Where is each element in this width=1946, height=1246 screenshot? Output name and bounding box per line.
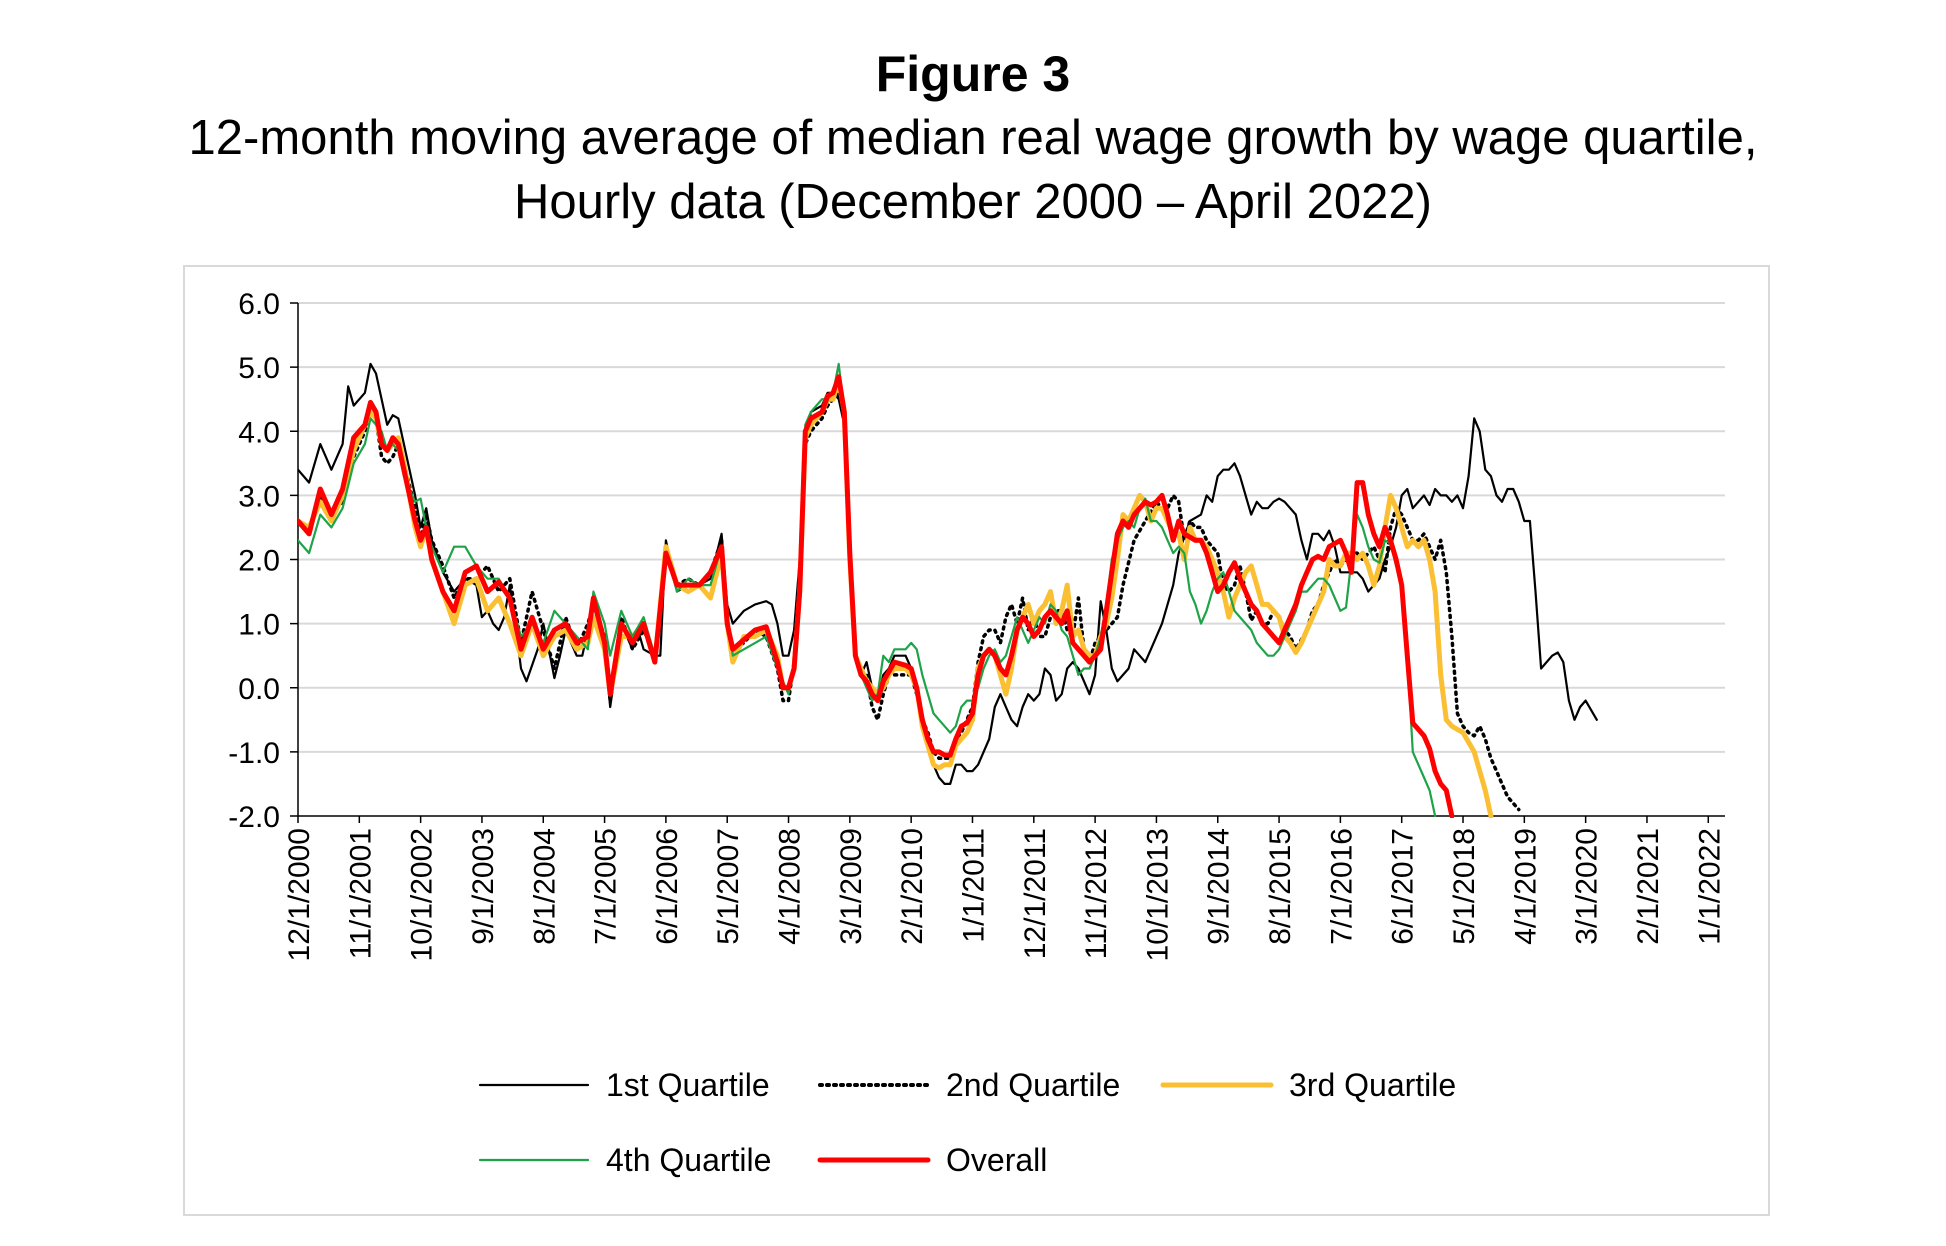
figure-title: Figure 3 xyxy=(875,46,1071,102)
y-tick-label: 3.0 xyxy=(238,480,280,513)
y-tick-label: 6.0 xyxy=(238,288,280,321)
x-tick-label: 6/1/2017 xyxy=(1387,828,1420,945)
gridlines xyxy=(298,302,1725,753)
series-lines xyxy=(298,362,1598,818)
x-tick-label: 9/1/2014 xyxy=(1203,828,1236,945)
chart-area-frame xyxy=(183,265,1770,1216)
y-tick-label: 0.0 xyxy=(238,673,280,706)
series-line-3rd-quartile xyxy=(298,377,1494,818)
y-tick-label: -2.0 xyxy=(228,801,280,834)
legend-label: 4th Quartile xyxy=(606,1142,771,1178)
legend: 1st Quartile 2nd Quartile 3rd Quartile 4th … xyxy=(478,1067,1456,1178)
x-tick-label: 3/1/2020 xyxy=(1571,828,1604,945)
axes: 6.0 5.0 4.0 3.0 2.0 1.0 0.0 -1.0 -2.012/1/2000 11… xyxy=(228,288,1726,961)
series-line-overall xyxy=(298,374,1455,818)
x-tick-label: 11/1/2001 xyxy=(344,828,377,959)
x-tick-label: 7/1/2005 xyxy=(590,828,623,945)
legend-label: 1st Quartile xyxy=(606,1067,770,1103)
x-tick-label: 4/1/2008 xyxy=(774,828,807,945)
x-tick-label: 5/1/2018 xyxy=(1448,828,1481,945)
x-tick-label: 10/1/2013 xyxy=(1141,828,1174,961)
legend-label: 3rd Quartile xyxy=(1289,1067,1456,1103)
x-tick-label: 1/1/2011 xyxy=(957,828,990,943)
y-tick-label: 2.0 xyxy=(238,545,280,578)
y-tick-label: -1.0 xyxy=(228,737,280,770)
x-tick-label: 9/1/2003 xyxy=(467,828,500,945)
chart-titles: Figure 3 12-month moving average of medi… xyxy=(0,42,1946,234)
legend-label: 2nd Quartile xyxy=(946,1067,1120,1103)
x-tick-label: 3/1/2009 xyxy=(835,828,868,945)
y-tick-label: 4.0 xyxy=(238,416,280,449)
x-tick-label: 2/1/2021 xyxy=(1632,828,1665,945)
x-tick-label: 2/1/2010 xyxy=(896,828,929,945)
x-tick-label: 1/1/2022 xyxy=(1693,828,1726,945)
x-tick-label: 10/1/2002 xyxy=(406,828,439,961)
chart-subtitle-line-1: 12-month moving average of median real w… xyxy=(188,111,1758,165)
x-tick-label: 11/1/2012 xyxy=(1080,828,1113,959)
y-tick-label: 5.0 xyxy=(238,352,280,385)
x-tick-label: 5/1/2007 xyxy=(712,828,745,945)
x-tick-label: 4/1/2019 xyxy=(1509,828,1542,945)
x-tick-label: 6/1/2006 xyxy=(651,828,684,945)
x-tick-label: 12/1/2000 xyxy=(283,828,316,961)
chart-subtitle-line-2: Hourly data (December 2000 – April 2022) xyxy=(514,175,1432,229)
x-tick-label: 7/1/2016 xyxy=(1325,828,1358,945)
x-tick-label: 8/1/2004 xyxy=(528,828,561,945)
x-tick-label: 12/1/2011 xyxy=(1019,828,1052,959)
y-tick-label: 1.0 xyxy=(238,609,280,642)
x-tick-label: 8/1/2015 xyxy=(1264,828,1297,945)
legend-label: Overall xyxy=(946,1142,1047,1178)
